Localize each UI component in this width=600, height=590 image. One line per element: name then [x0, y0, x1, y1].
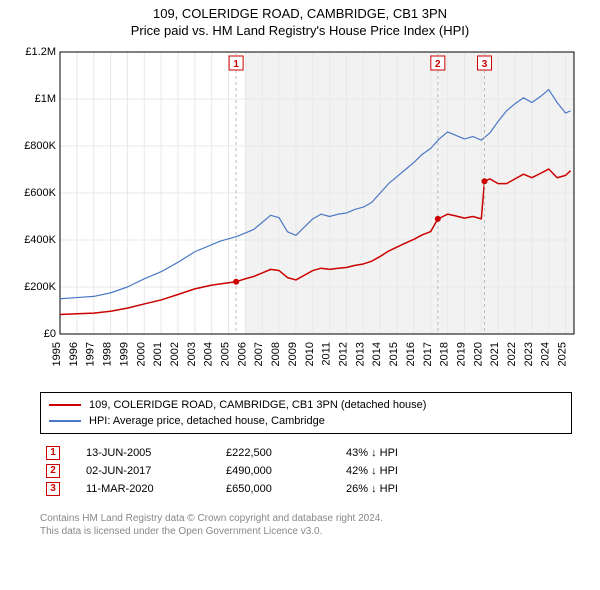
legend-item: HPI: Average price, detached house, Camb… [49, 413, 563, 429]
sales-row: 2 02-JUN-2017£490,00042% ↓ HPI [40, 462, 572, 480]
svg-text:2008: 2008 [270, 342, 282, 366]
svg-text:2023: 2023 [523, 342, 535, 366]
svg-text:2025: 2025 [557, 342, 569, 366]
sale-delta: 26% ↓ HPI [340, 480, 572, 498]
svg-text:2003: 2003 [186, 342, 198, 366]
svg-text:1995: 1995 [51, 342, 63, 366]
sale-price: £490,000 [220, 462, 340, 480]
svg-text:2021: 2021 [489, 342, 501, 366]
svg-text:2022: 2022 [506, 342, 518, 366]
legend-label: 109, COLERIDGE ROAD, CAMBRIDGE, CB1 3PN … [89, 397, 426, 413]
svg-text:2001: 2001 [152, 342, 164, 366]
footer-line: Contains HM Land Registry data © Crown c… [40, 512, 572, 525]
svg-text:2005: 2005 [220, 342, 232, 366]
svg-text:2000: 2000 [135, 342, 147, 366]
svg-text:2017: 2017 [422, 342, 434, 366]
footer-attribution: Contains HM Land Registry data © Crown c… [40, 512, 572, 538]
svg-text:£1M: £1M [35, 93, 56, 105]
svg-text:2013: 2013 [354, 342, 366, 366]
chart-titles: 109, COLERIDGE ROAD, CAMBRIDGE, CB1 3PN … [0, 0, 600, 42]
chart-container: 109, COLERIDGE ROAD, CAMBRIDGE, CB1 3PN … [0, 0, 600, 590]
svg-text:2018: 2018 [439, 342, 451, 366]
svg-text:£0: £0 [44, 328, 56, 340]
svg-text:2: 2 [435, 59, 441, 70]
svg-text:£600K: £600K [24, 187, 56, 199]
sale-date: 13-JUN-2005 [80, 444, 220, 462]
sale-delta: 42% ↓ HPI [340, 462, 572, 480]
svg-text:2004: 2004 [203, 342, 215, 366]
legend: 109, COLERIDGE ROAD, CAMBRIDGE, CB1 3PN … [40, 392, 572, 434]
chart-plot-area: £0 £200K £400K £600K £800K £1M £1.2M 1995 1996 19… [20, 46, 580, 386]
sales-table: 1 13-JUN-2005£222,50043% ↓ HPI 2 02-JUN-201… [40, 444, 572, 498]
svg-text:2007: 2007 [253, 342, 265, 366]
legend-swatch-property [49, 404, 81, 406]
svg-text:2006: 2006 [236, 342, 248, 366]
legend-swatch-hpi [49, 420, 81, 422]
svg-text:2016: 2016 [405, 342, 417, 366]
svg-text:£800K: £800K [24, 140, 56, 152]
svg-text:1999: 1999 [118, 342, 130, 366]
svg-text:2012: 2012 [337, 342, 349, 366]
sale-marker-box: 2 [46, 464, 60, 478]
chart-svg: £0 £200K £400K £600K £800K £1M £1.2M 1995 1996 19… [20, 46, 580, 386]
sale-price: £222,500 [220, 444, 340, 462]
sales-row: 1 13-JUN-2005£222,50043% ↓ HPI [40, 444, 572, 462]
svg-text:2020: 2020 [472, 342, 484, 366]
sale-marker-box: 1 [46, 446, 60, 460]
title-address: 109, COLERIDGE ROAD, CAMBRIDGE, CB1 3PN [0, 6, 600, 21]
sales-row: 3 11-MAR-2020£650,00026% ↓ HPI [40, 480, 572, 498]
svg-text:1996: 1996 [68, 342, 80, 366]
svg-text:2009: 2009 [287, 342, 299, 366]
svg-text:3: 3 [482, 59, 488, 70]
sale-delta: 43% ↓ HPI [340, 444, 572, 462]
sale-date: 11-MAR-2020 [80, 480, 220, 498]
svg-text:£200K: £200K [24, 281, 56, 293]
svg-text:2010: 2010 [304, 342, 316, 366]
sale-marker-box: 3 [46, 482, 60, 496]
sale-price: £650,000 [220, 480, 340, 498]
svg-text:£1.2M: £1.2M [25, 46, 56, 58]
svg-text:2011: 2011 [321, 342, 333, 366]
svg-text:2019: 2019 [455, 342, 467, 366]
svg-text:1998: 1998 [102, 342, 114, 366]
svg-text:2002: 2002 [169, 342, 181, 366]
svg-text:1997: 1997 [85, 342, 97, 366]
svg-text:2024: 2024 [540, 342, 552, 366]
svg-text:2015: 2015 [388, 342, 400, 366]
svg-text:£400K: £400K [24, 234, 56, 246]
svg-text:2014: 2014 [371, 342, 383, 366]
legend-label: HPI: Average price, detached house, Camb… [89, 413, 325, 429]
sale-date: 02-JUN-2017 [80, 462, 220, 480]
footer-line: This data is licensed under the Open Gov… [40, 525, 572, 538]
legend-item: 109, COLERIDGE ROAD, CAMBRIDGE, CB1 3PN … [49, 397, 563, 413]
title-subtitle: Price paid vs. HM Land Registry's House … [0, 23, 600, 38]
svg-text:1: 1 [233, 59, 239, 70]
